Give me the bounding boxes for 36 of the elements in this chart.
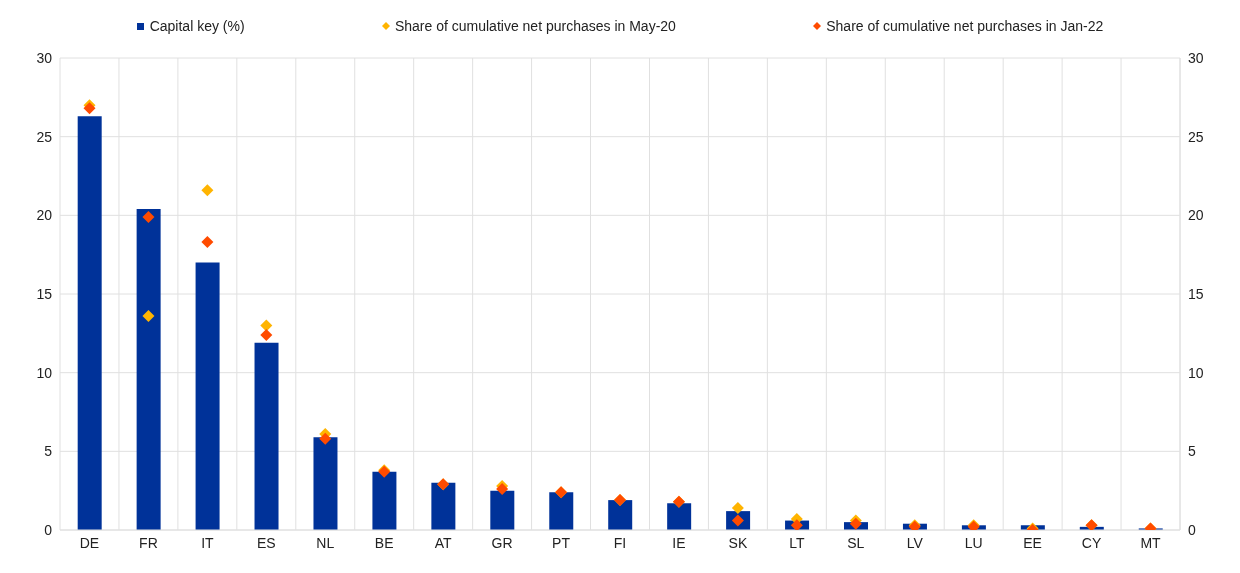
x-tick-label: AT <box>434 534 453 551</box>
y-tick-label: 0 <box>44 521 53 538</box>
x-tick-label: DE <box>79 534 100 551</box>
legend-label: Capital key (%) <box>149 18 245 34</box>
x-tick-label: SK <box>728 534 748 551</box>
x-tick-label: PT <box>552 534 571 551</box>
legend-label: Share of cumulative net purchases in May-20 <box>394 18 676 34</box>
x-tick-label: LV <box>906 534 924 551</box>
x-tick-label: SL <box>847 534 865 551</box>
x-tick-label: FR <box>139 534 158 551</box>
x-tick-label: IT <box>201 534 215 551</box>
y-tick-label: 20 <box>36 207 53 224</box>
x-tick-label: EE <box>1023 534 1042 551</box>
x-tick-label: FI <box>613 534 627 551</box>
y2-tick-label: 10 <box>1188 364 1204 381</box>
y2-tick-label: 25 <box>1188 128 1204 145</box>
y-tick-label: 25 <box>36 128 53 145</box>
x-tick-label: IE <box>672 534 686 551</box>
x-tick-label: BE <box>374 534 394 551</box>
y2-tick-label: 5 <box>1188 443 1196 460</box>
y-tick-label: 15 <box>36 285 53 302</box>
x-tick-label: MT <box>1140 534 1162 551</box>
x-tick-label: NL <box>316 534 335 551</box>
x-tick-label: ES <box>256 534 276 551</box>
x-tick-label: GR <box>491 534 513 551</box>
y2-tick-label: 0 <box>1188 521 1196 538</box>
y2-tick-label: 20 <box>1188 207 1204 224</box>
y2-tick-label: 15 <box>1188 285 1204 302</box>
x-tick-label: CY <box>1081 534 1102 551</box>
y-tick-label: 10 <box>36 364 53 381</box>
y2-tick-label: 30 <box>1188 49 1204 66</box>
x-tick-label: LT <box>789 534 805 551</box>
y-tick-label: 30 <box>36 49 53 66</box>
legend-label: Share of cumulative net purchases in Jan-22 <box>826 18 1104 34</box>
x-tick-label: LU <box>964 534 983 551</box>
y-tick-label: 5 <box>44 443 53 460</box>
